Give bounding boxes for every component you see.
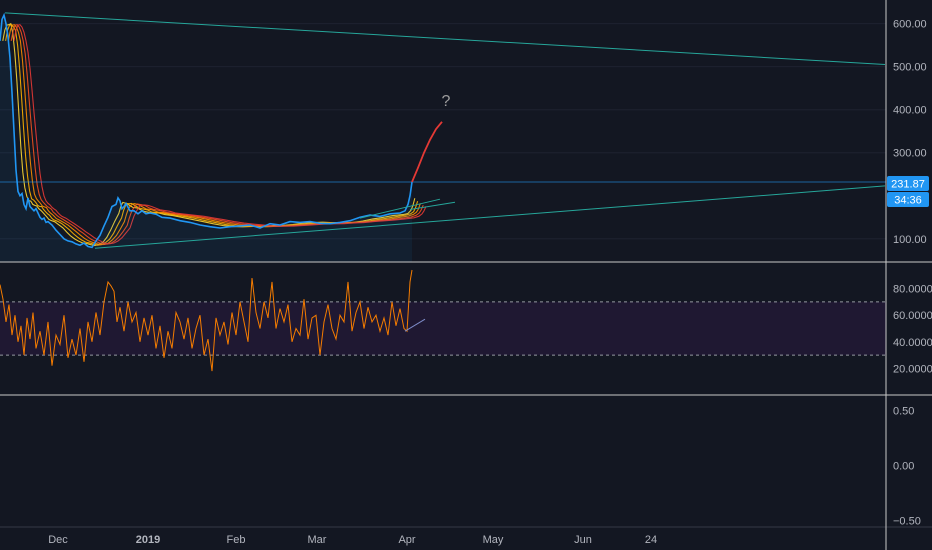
time-axis-label: 2019 — [136, 534, 160, 546]
rsi-pane[interactable] — [0, 269, 886, 372]
price-area-fill — [0, 15, 412, 262]
ma-ribbon-line — [2, 22, 416, 247]
projection-curve — [411, 121, 443, 183]
time-axis[interactable]: Dec 2019 Feb Mar Apr May Jun 24 — [48, 534, 657, 546]
price-axis[interactable]: 600.00 500.00 400.00 300.00 100.00 — [893, 19, 927, 246]
time-axis-label: May — [483, 534, 504, 546]
price-axis-label: 600.00 — [893, 19, 927, 31]
price-axis-label: 300.00 — [893, 148, 927, 160]
countdown-badge: 34:36 — [887, 192, 929, 207]
time-axis-label: Apr — [398, 534, 415, 546]
countdown-value: 34:36 — [894, 195, 922, 207]
price-axis-label: 100.00 — [893, 234, 927, 246]
rsi-axis-label: 40.0000 — [893, 337, 932, 349]
time-axis-label: Mar — [308, 534, 327, 546]
price-axis-label: 500.00 — [893, 62, 927, 74]
trendline[interactable] — [359, 198, 441, 219]
rsi-band — [0, 301, 886, 356]
price-trendlines — [4, 12, 886, 249]
rsi-axis[interactable]: 80.0000 60.0000 40.0000 20.0000 — [893, 284, 932, 376]
oscillator-axis[interactable]: 0.50 0.00 −0.50 — [893, 405, 921, 527]
oscillator-axis-label: 0.50 — [893, 405, 914, 417]
rsi-line — [0, 269, 413, 372]
rsi-trendline — [404, 318, 426, 332]
oscillator-axis-label: 0.00 — [893, 460, 914, 472]
price-axis-label: 400.00 — [893, 105, 927, 117]
price-line — [0, 12, 413, 249]
ma-ribbon-line — [5, 24, 419, 246]
oscillator-axis-label: −0.50 — [893, 515, 921, 527]
projection-question-mark: ? — [442, 93, 451, 110]
time-axis-label: 24 — [645, 534, 657, 546]
rsi-axis-label: 20.0000 — [893, 363, 932, 375]
price-pane[interactable]: ? — [0, 12, 886, 262]
time-axis-label: Dec — [48, 534, 68, 546]
time-axis-label: Jun — [574, 534, 592, 546]
last-price-badge: 231.87 — [887, 176, 929, 191]
last-price-value: 231.87 — [891, 179, 925, 191]
rsi-axis-label: 80.0000 — [893, 284, 932, 296]
trendline[interactable] — [94, 185, 886, 249]
rsi-axis-label: 60.0000 — [893, 310, 932, 322]
price-grid — [0, 23, 886, 240]
time-axis-label: Feb — [227, 534, 246, 546]
trendline[interactable] — [409, 201, 456, 211]
trendline[interactable] — [4, 12, 886, 66]
